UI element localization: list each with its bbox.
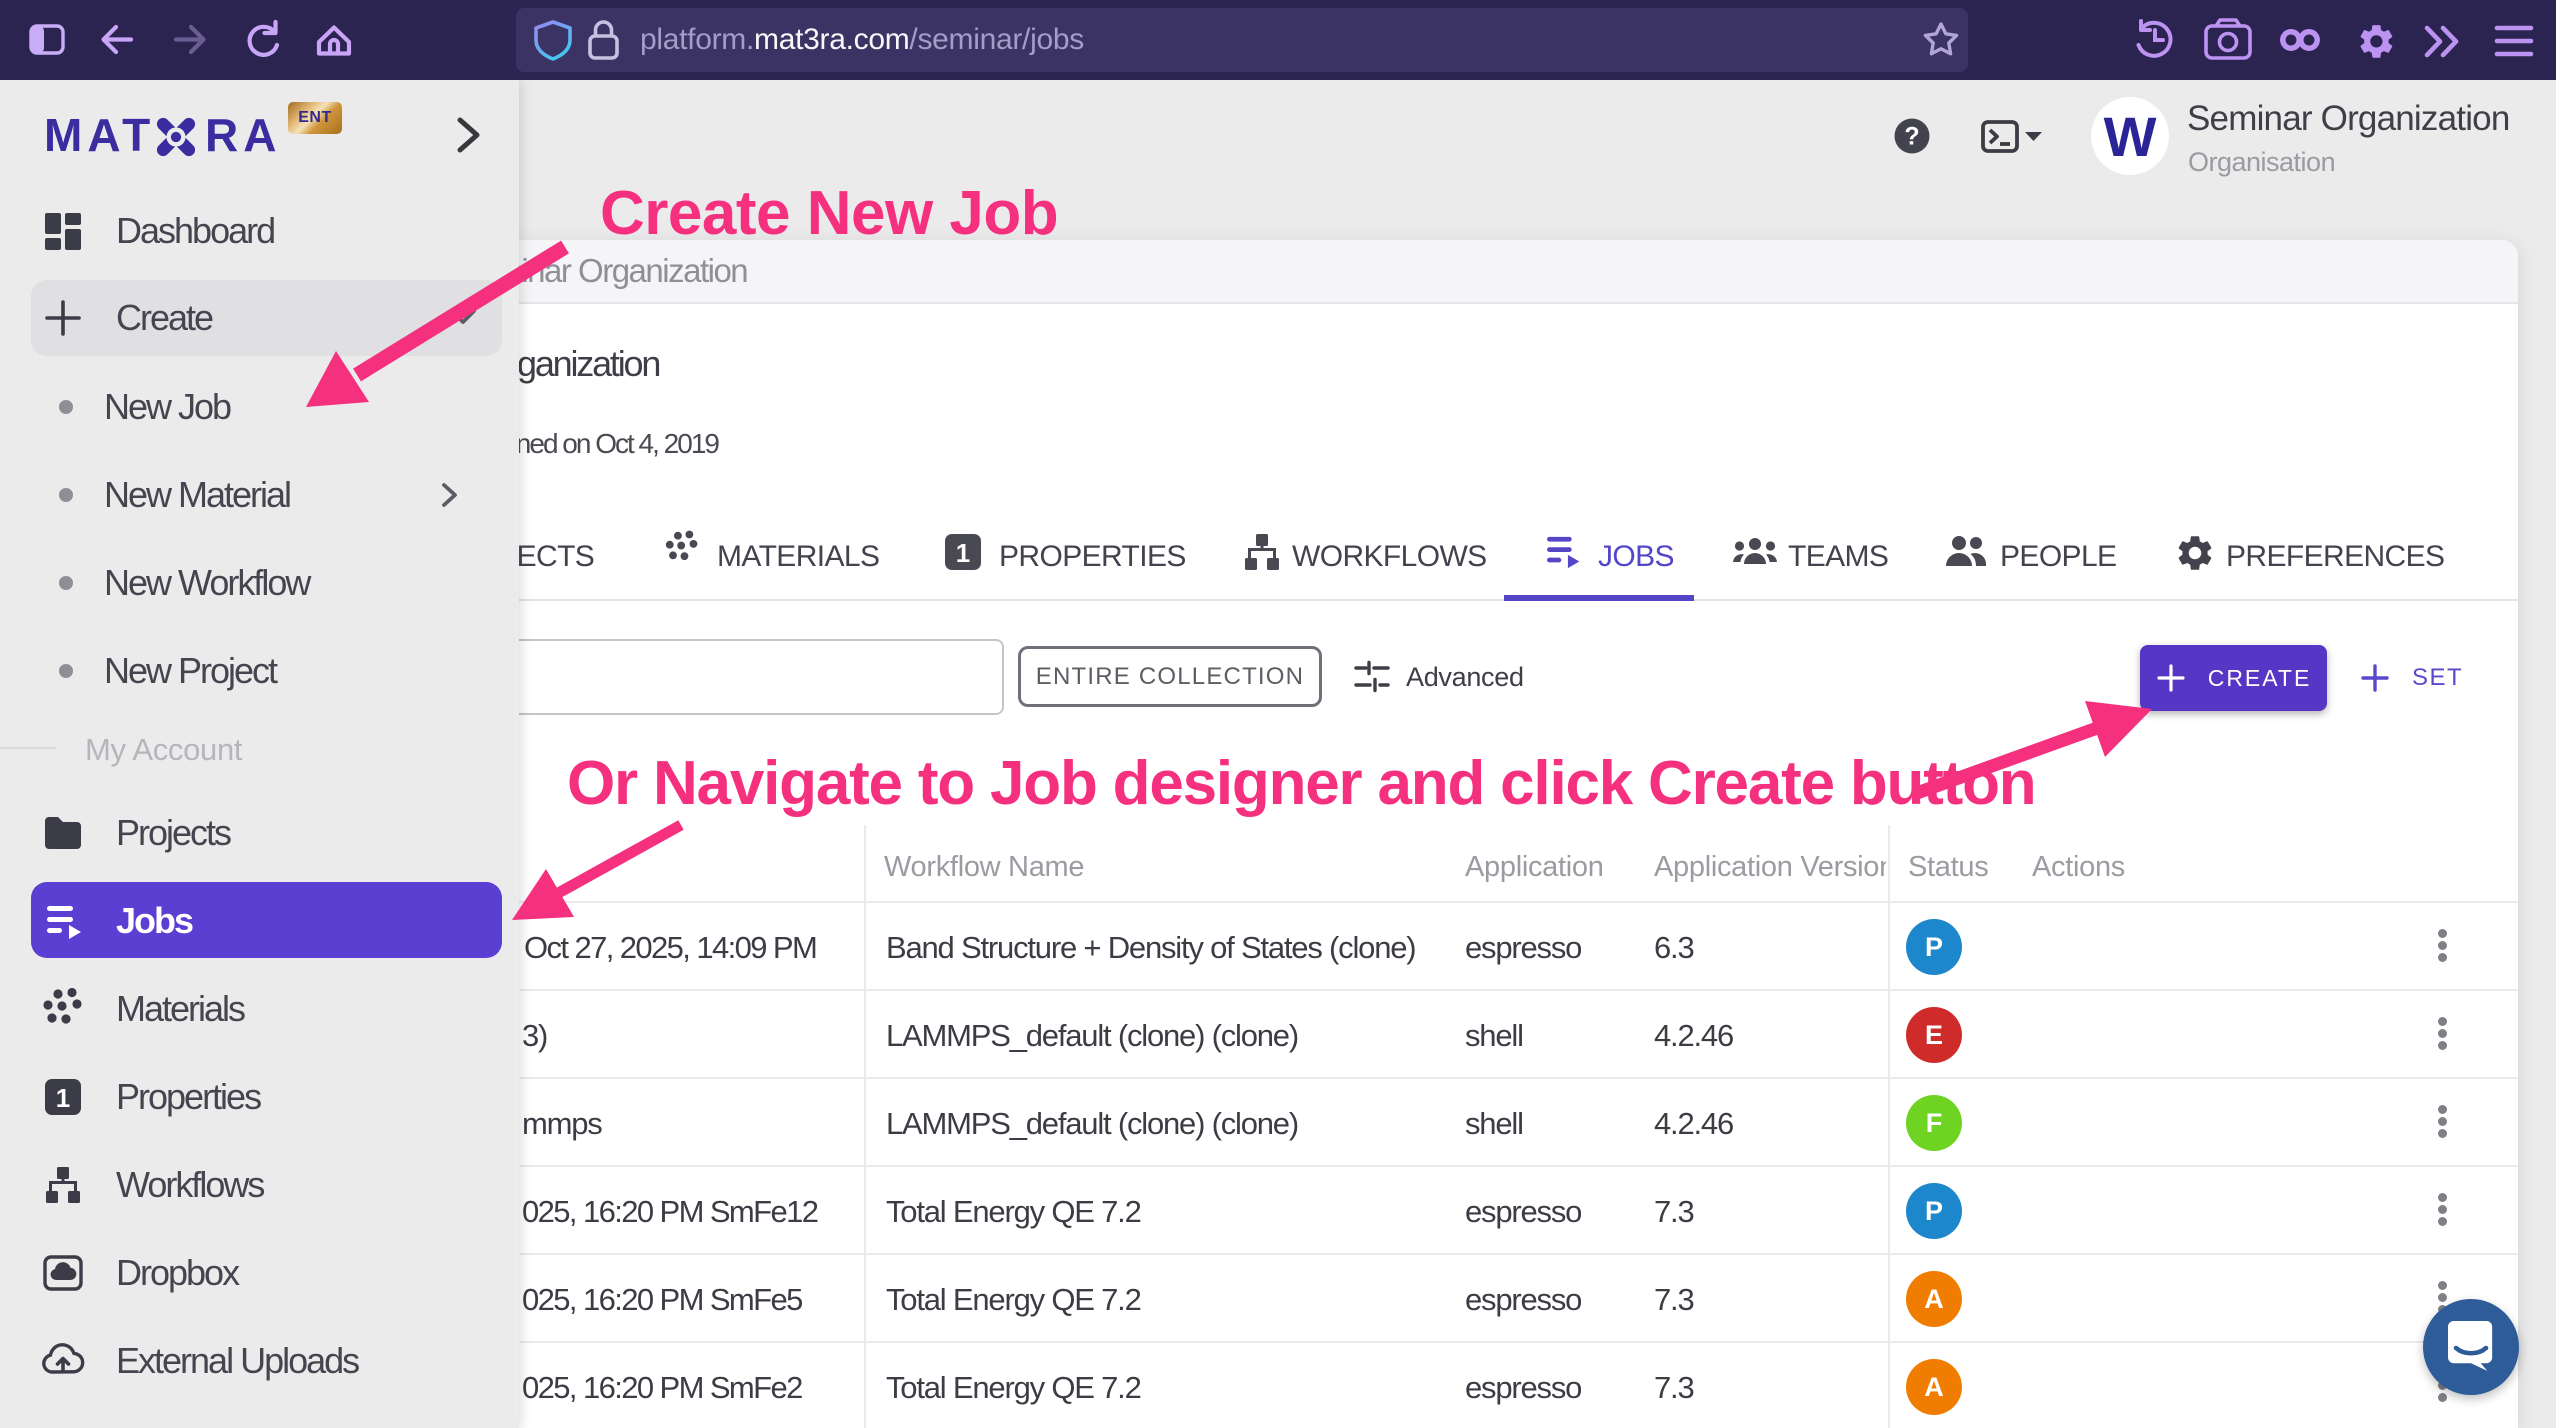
svg-text:1: 1 [56, 1083, 70, 1113]
svg-text:?: ? [1904, 123, 1919, 151]
svg-text:1: 1 [956, 538, 970, 568]
